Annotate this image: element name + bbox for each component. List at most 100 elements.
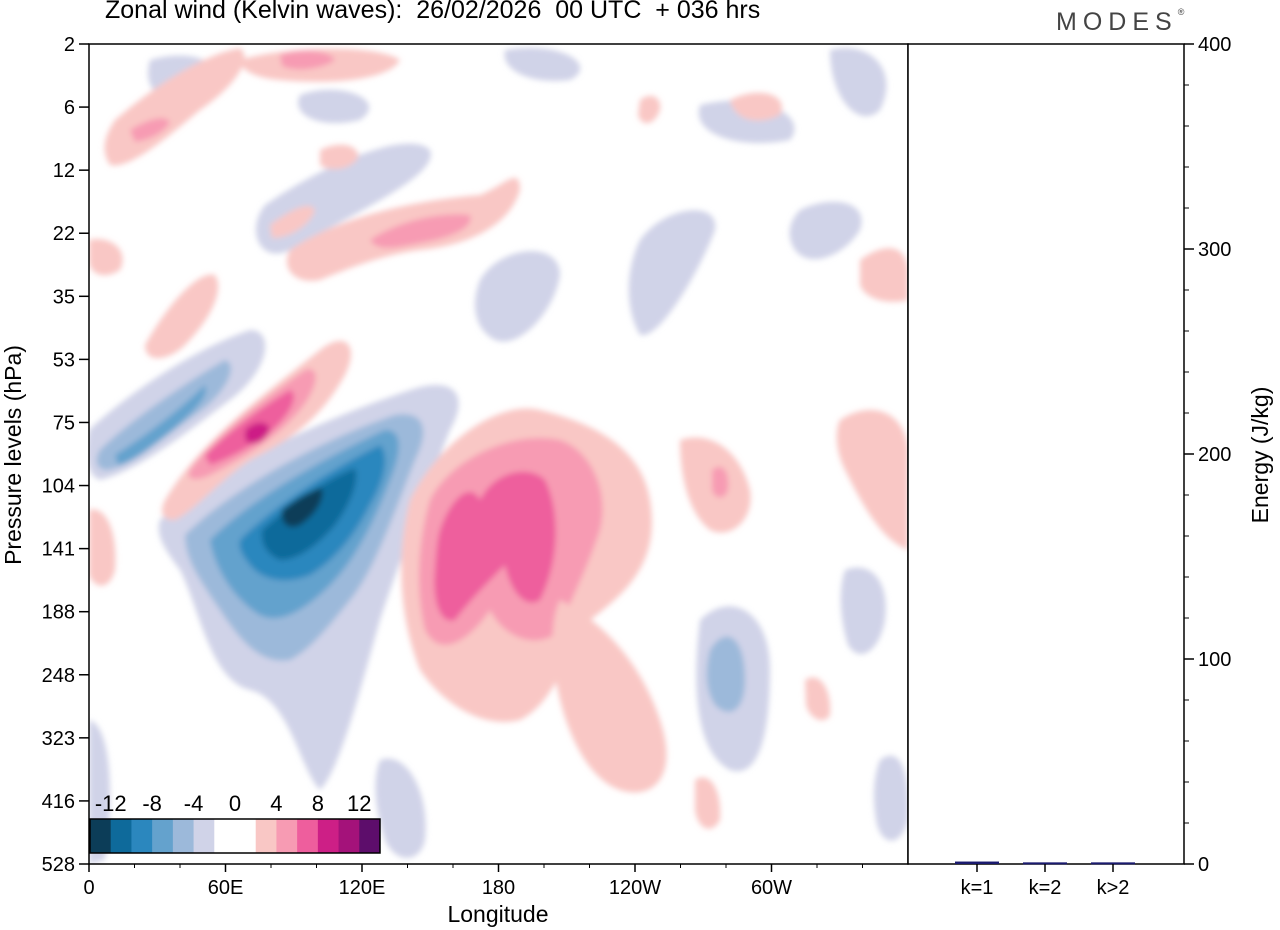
contour-easterly-weak	[840, 567, 886, 655]
y-tick-label: 248	[42, 665, 75, 687]
contour-westerly-weak	[730, 92, 782, 121]
colorbar-frame	[89, 818, 381, 854]
contour-westerly-weak	[860, 248, 908, 302]
y-tick-label: 104	[42, 476, 75, 498]
energy-bar	[955, 861, 999, 864]
contour-westerly-moderate	[712, 466, 729, 498]
contour-westerly-weak	[695, 777, 721, 829]
x-tick-label: 60E	[208, 877, 244, 899]
y-tick-label: 53	[53, 349, 75, 371]
contour-easterly-max	[281, 488, 323, 527]
y-axis: 2 6 12 22 35 53 75 104 141 188 248 323 416 528	[42, 34, 89, 876]
contour-easterly-weak	[475, 251, 560, 342]
y-tick-label: 528	[42, 854, 75, 876]
y-tick-label: 35	[53, 286, 75, 308]
energy-y-axis: 0 100 200 300 400	[1184, 34, 1231, 876]
energy-y-tick-label: 400	[1198, 34, 1231, 56]
colorbar-swatch	[152, 819, 174, 853]
contour-easterly-weak	[504, 47, 581, 81]
colorbar-label: -12	[95, 791, 127, 816]
contour-westerly-moderate	[370, 214, 471, 248]
y-tick-label: 416	[42, 791, 75, 813]
colorbar-labels: -12 -8 -4 0 4 8 12	[95, 791, 372, 816]
energy-bar	[1023, 862, 1067, 865]
colorbar	[89, 818, 381, 854]
colorbar-swatch	[172, 819, 195, 853]
y-tick-label: 323	[42, 728, 75, 750]
contour-easterly-moderate	[96, 360, 231, 470]
contour-westerly-strong	[434, 471, 556, 621]
contour-westerly-weak	[270, 205, 315, 238]
colorbar-swatch	[110, 819, 132, 853]
colorbar-label: 0	[229, 791, 241, 816]
y-tick-label: 141	[42, 539, 75, 561]
colorbar-label: 12	[347, 791, 371, 816]
y-tick-label: 6	[64, 97, 75, 119]
brand-registered-mark: ®	[1177, 6, 1185, 17]
contour-westerly-weak	[89, 239, 123, 276]
y-tick-label: 188	[42, 602, 75, 624]
energy-bars	[955, 861, 1135, 865]
contour-westerly-weak	[89, 509, 116, 586]
colorbar-swatch	[214, 819, 236, 853]
colorbar-swatch	[359, 819, 381, 853]
x-tick-label: 0	[83, 877, 94, 899]
contour-easterly-weak	[830, 48, 887, 117]
y-tick-label: 22	[53, 223, 75, 245]
energy-x-labels: k=1 k=2 k>2	[961, 864, 1130, 899]
energy-y-tick-label: 0	[1198, 854, 1209, 876]
y-tick-label: 75	[53, 412, 75, 434]
contour-westerly-weak	[145, 274, 219, 359]
colorbar-swatch	[338, 819, 360, 853]
y-tick-label: 2	[64, 34, 75, 56]
contour-westerly-max	[245, 422, 270, 444]
colorbar-label: 4	[270, 791, 282, 816]
colorbar-swatch	[235, 819, 257, 853]
chart-title: Zonal wind (Kelvin waves): 26/02/2026 00…	[105, 0, 761, 24]
energy-axis-label: Energy (J/kg)	[1247, 387, 1273, 524]
x-axis: 0 60E 120E 180 120W 60W	[83, 864, 863, 899]
contour-westerly-weak	[638, 95, 661, 124]
contour-westerly-weak	[320, 144, 359, 170]
brand-logo: MODES®	[1056, 6, 1185, 37]
y-tick-label: 12	[53, 160, 75, 182]
energy-y-tick-label: 200	[1198, 444, 1231, 466]
contour-westerly-moderate	[130, 118, 170, 142]
contour-westerly-moderate	[280, 50, 335, 70]
colorbar-swatch	[90, 819, 112, 853]
x-tick-label: 180	[482, 877, 515, 899]
energy-panel-frame	[907, 43, 1185, 865]
contour-easterly-weak	[873, 755, 908, 841]
energy-category-label: k>2	[1097, 877, 1130, 899]
colorbar-swatch	[297, 819, 319, 853]
contour-westerly-weak	[836, 410, 908, 550]
x-tick-label: 120W	[609, 877, 661, 899]
contour-westerly-weak	[805, 677, 831, 721]
contour-plot	[88, 43, 909, 865]
contour-easterly-weak	[628, 210, 716, 336]
energy-y-tick-label: 300	[1198, 239, 1231, 261]
contour-westerly-weak	[552, 600, 667, 793]
contour-easterly-weak	[375, 758, 426, 858]
colorbar-swatch	[193, 819, 215, 853]
colorbar-swatch	[255, 819, 277, 853]
colorbar-label: -8	[142, 791, 162, 816]
x-tick-label: 60W	[751, 877, 792, 899]
colorbar-swatch	[317, 819, 340, 853]
contour-fills	[89, 47, 908, 864]
energy-category-label: k=1	[961, 877, 994, 899]
energy-bar	[1091, 862, 1135, 865]
contour-easterly-strong	[115, 385, 206, 465]
x-tick-label: 120E	[339, 877, 386, 899]
colorbar-label: 8	[312, 791, 324, 816]
colorbar-swatch	[131, 819, 153, 853]
energy-bar-panel: k=1 k=2 k>2 0 100 200 300 400 Energy (J/kg)	[907, 34, 1273, 899]
brand-name: MODES	[1056, 8, 1178, 36]
x-axis-label: Longitude	[447, 901, 548, 927]
energy-category-label: k=2	[1029, 877, 1062, 899]
contour-easterly-weak	[298, 89, 370, 124]
colorbar-label: -4	[184, 791, 204, 816]
y-axis-label: Pressure levels (hPa)	[0, 345, 26, 565]
energy-y-tick-label: 100	[1198, 649, 1231, 671]
